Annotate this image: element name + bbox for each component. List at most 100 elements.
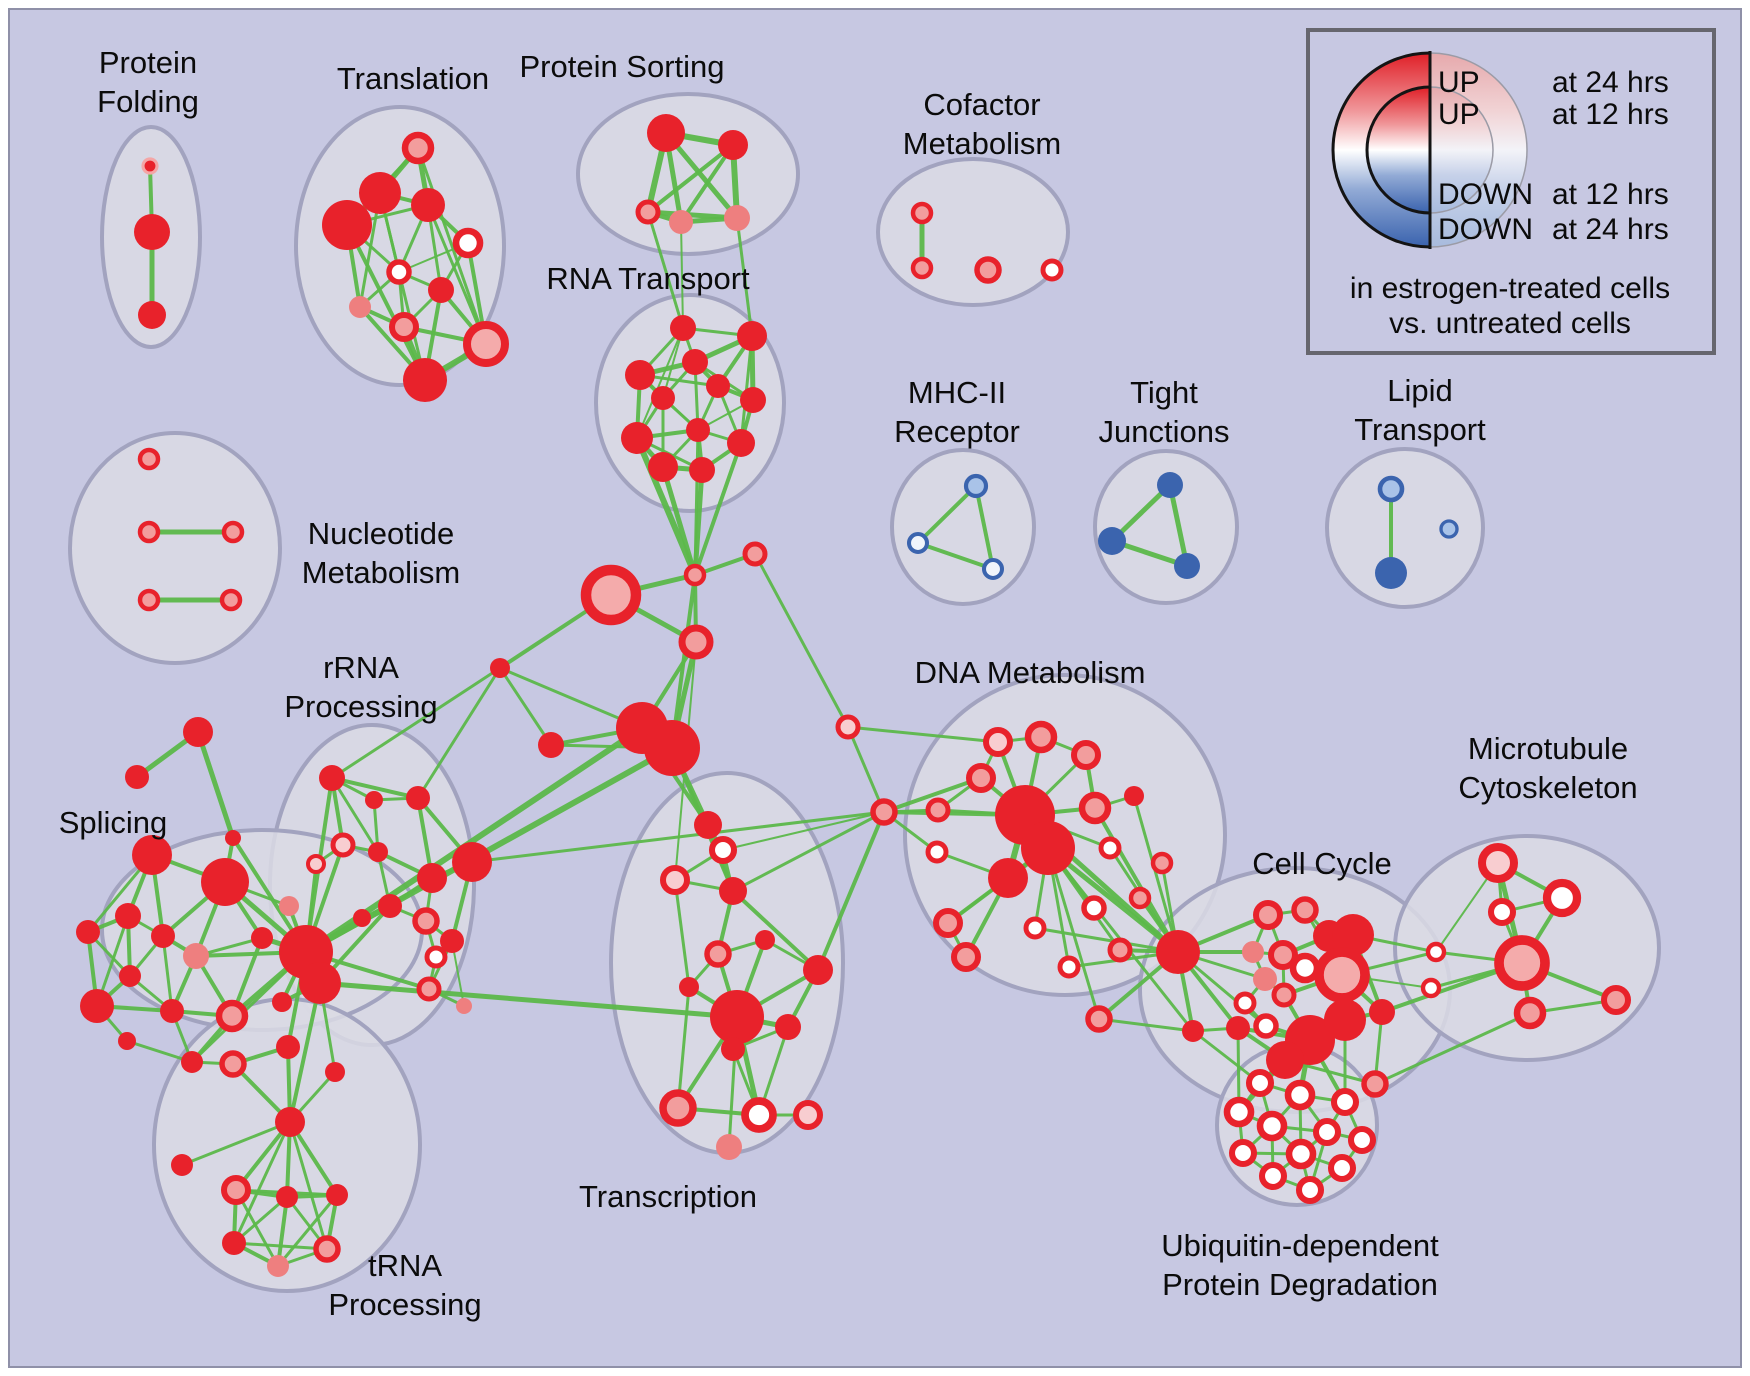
- network-node[interactable]: [710, 990, 764, 1044]
- network-node[interactable]: [651, 386, 675, 410]
- network-node[interactable]: [906, 531, 930, 555]
- network-node[interactable]: [1314, 947, 1370, 1003]
- network-node[interactable]: [353, 909, 371, 927]
- network-node[interactable]: [1021, 821, 1075, 875]
- network-node[interactable]: [669, 210, 693, 234]
- network-node[interactable]: [313, 1235, 341, 1263]
- network-node[interactable]: [1156, 930, 1200, 974]
- network-node[interactable]: [1285, 1138, 1317, 1170]
- network-node[interactable]: [119, 965, 141, 987]
- network-node[interactable]: [1098, 527, 1126, 555]
- network-node[interactable]: [740, 387, 766, 413]
- network-node[interactable]: [933, 908, 963, 938]
- network-node[interactable]: [138, 301, 166, 329]
- network-node[interactable]: [648, 452, 678, 482]
- network-node[interactable]: [793, 1100, 823, 1130]
- network-node[interactable]: [411, 188, 445, 222]
- network-node[interactable]: [456, 998, 472, 1014]
- network-node[interactable]: [1478, 843, 1518, 883]
- network-node[interactable]: [171, 1154, 193, 1176]
- network-node[interactable]: [386, 259, 412, 285]
- network-node[interactable]: [1057, 955, 1081, 979]
- network-node[interactable]: [682, 349, 708, 375]
- network-node[interactable]: [706, 374, 730, 398]
- network-node[interactable]: [1242, 941, 1264, 963]
- network-node[interactable]: [118, 1032, 136, 1050]
- network-node[interactable]: [974, 256, 1002, 284]
- network-node[interactable]: [115, 903, 141, 929]
- network-node[interactable]: [1258, 1161, 1288, 1191]
- network-node[interactable]: [1369, 999, 1395, 1025]
- network-node[interactable]: [1377, 475, 1405, 503]
- network-node[interactable]: [219, 588, 243, 612]
- network-node[interactable]: [322, 200, 372, 250]
- network-node[interactable]: [463, 321, 509, 367]
- network-node[interactable]: [925, 797, 951, 823]
- network-node[interactable]: [221, 520, 245, 544]
- network-node[interactable]: [1107, 937, 1133, 963]
- network-node[interactable]: [137, 588, 161, 612]
- network-node[interactable]: [1071, 740, 1101, 770]
- network-node[interactable]: [803, 955, 833, 985]
- network-node[interactable]: [1312, 1117, 1342, 1147]
- network-node[interactable]: [988, 858, 1028, 898]
- network-node[interactable]: [299, 962, 341, 1004]
- network-node[interactable]: [1487, 897, 1517, 927]
- network-node[interactable]: [1253, 967, 1277, 991]
- network-node[interactable]: [276, 1186, 298, 1208]
- network-node[interactable]: [1601, 985, 1631, 1015]
- network-node[interactable]: [137, 447, 161, 471]
- network-node[interactable]: [1289, 952, 1321, 984]
- network-node[interactable]: [1085, 1005, 1113, 1033]
- network-node[interactable]: [835, 714, 861, 740]
- network-node[interactable]: [724, 205, 750, 231]
- network-node[interactable]: [1150, 851, 1174, 875]
- network-node[interactable]: [1081, 895, 1107, 921]
- network-node[interactable]: [1420, 977, 1442, 999]
- network-node[interactable]: [1124, 786, 1144, 806]
- network-node[interactable]: [325, 1062, 345, 1082]
- network-node[interactable]: [983, 727, 1013, 757]
- network-node[interactable]: [1284, 1079, 1316, 1111]
- network-node[interactable]: [416, 976, 442, 1002]
- network-node[interactable]: [1324, 999, 1366, 1041]
- network-node[interactable]: [440, 929, 464, 953]
- network-node[interactable]: [683, 563, 707, 587]
- network-node[interactable]: [279, 896, 299, 916]
- network-node[interactable]: [1174, 553, 1200, 579]
- network-node[interactable]: [1253, 1013, 1279, 1039]
- network-node[interactable]: [134, 214, 170, 250]
- network-node[interactable]: [267, 1255, 289, 1277]
- network-node[interactable]: [181, 1051, 203, 1073]
- network-node[interactable]: [160, 999, 184, 1023]
- network-node[interactable]: [137, 520, 161, 544]
- network-node[interactable]: [201, 858, 249, 906]
- network-node[interactable]: [963, 473, 989, 499]
- network-node[interactable]: [678, 624, 714, 660]
- network-node[interactable]: [80, 989, 114, 1023]
- network-node[interactable]: [1361, 1070, 1389, 1098]
- network-node[interactable]: [330, 832, 356, 858]
- network-node[interactable]: [1295, 1175, 1325, 1205]
- network-node[interactable]: [1253, 900, 1283, 930]
- network-node[interactable]: [659, 1089, 697, 1127]
- network-node[interactable]: [1439, 519, 1459, 539]
- network-node[interactable]: [349, 296, 371, 318]
- network-node[interactable]: [1330, 1087, 1360, 1117]
- network-node[interactable]: [401, 131, 435, 165]
- network-node[interactable]: [870, 798, 898, 826]
- network-node[interactable]: [428, 277, 454, 303]
- network-node[interactable]: [1513, 996, 1547, 1030]
- network-node[interactable]: [378, 894, 402, 918]
- network-node[interactable]: [718, 130, 748, 160]
- network-node[interactable]: [1291, 896, 1319, 924]
- network-node[interactable]: [742, 541, 768, 567]
- network-node[interactable]: [1040, 258, 1064, 282]
- network-node[interactable]: [1228, 1138, 1258, 1168]
- network-node[interactable]: [981, 557, 1005, 581]
- network-node[interactable]: [716, 1134, 742, 1160]
- network-node[interactable]: [704, 940, 732, 968]
- network-node[interactable]: [1542, 878, 1582, 918]
- network-node[interactable]: [1157, 472, 1183, 498]
- network-node[interactable]: [951, 942, 981, 972]
